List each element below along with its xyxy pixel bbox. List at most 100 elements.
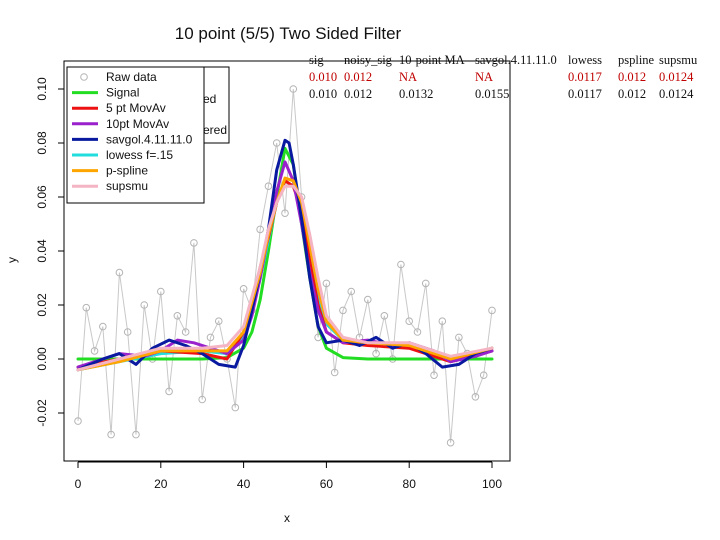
legend-entry: p-spline [72, 164, 148, 178]
raw-data-point [231, 403, 240, 412]
y-tick-label: 0.06 [35, 185, 49, 209]
table-cell: NA [399, 70, 418, 84]
raw-data-point [256, 225, 264, 234]
raw-data-point [455, 333, 463, 342]
raw-data-point [430, 371, 438, 380]
table-header-cell: savgol.4.11.11.0 [475, 53, 557, 67]
table-cell: 0.012 [344, 87, 373, 101]
x-tick-label: 100 [482, 477, 502, 491]
raw-data-point [339, 306, 347, 315]
table-header-cell: lowess [568, 53, 603, 67]
raw-data-point [74, 417, 82, 425]
raw-data-point [380, 312, 389, 320]
table-header-cell: supsmu [659, 53, 698, 67]
raw-data-point [488, 306, 496, 315]
table-cell: 0.0117 [568, 70, 602, 84]
x-tick-label: 80 [403, 477, 417, 491]
x-tick-label: 40 [237, 477, 251, 491]
raw-data-point [372, 349, 380, 358]
raw-data-point [239, 285, 248, 293]
y-tick-label: 0.10 [35, 77, 49, 101]
y-tick-label: 0.00 [35, 347, 49, 371]
raw-data-point [272, 139, 281, 147]
table-cell: 0.012 [618, 87, 647, 101]
legend-entry: savgol.4.11.11.0 [72, 132, 193, 146]
raw-data-point [82, 303, 91, 312]
y-axis: -0.02 0.00 0.02 0.04 0.06 0.08 0.10 [35, 77, 65, 427]
raw-data-point [446, 438, 455, 447]
raw-data-point [322, 279, 331, 288]
raw-data-point [438, 317, 447, 326]
y-tick-label: 0.04 [35, 239, 49, 263]
raw-data-point [99, 322, 107, 331]
raw-data-line [77, 88, 493, 443]
table-header-cell: 10-point MA [399, 53, 465, 67]
legend-swatch [80, 73, 88, 81]
legend-box [66, 66, 205, 204]
table-cell: 0.0155 [475, 87, 510, 101]
raw-data-point [157, 287, 165, 296]
table-cell: 0.012 [618, 70, 647, 84]
raw-data-point [206, 333, 215, 342]
table-header-cell: pspline [618, 53, 655, 67]
raw-data-point [214, 317, 223, 326]
x-axis: 0 20 40 60 80 100 [75, 461, 502, 491]
legend-label: p-spline [106, 164, 148, 178]
raw-data-point [364, 295, 372, 304]
table-cell: 0.0132 [399, 87, 434, 101]
series-supsmu-line [76, 184, 494, 372]
raw-data-point [165, 387, 173, 396]
legend-label: 5 pt MovAv [106, 101, 166, 115]
raw-data-point [479, 371, 488, 380]
raw-data-layer [74, 85, 496, 447]
legend-label: Raw data [106, 70, 157, 84]
raw-data-point [281, 209, 289, 217]
table-header-cell: sig [309, 53, 324, 67]
table-header-cell: noisy_sig [344, 53, 392, 67]
raw-data-point [90, 347, 99, 355]
raw-data-point [115, 268, 124, 277]
raw-data-point [132, 430, 140, 439]
raw-data-point [107, 430, 115, 439]
legend-label: savgol.4.11.11.0 [106, 132, 193, 146]
raw-data-point [264, 182, 273, 190]
legend-entry: Raw data [80, 70, 157, 84]
legend-label: Signal [106, 86, 139, 100]
raw-data-point [173, 312, 182, 320]
legend-back-fragment-1: ed [203, 92, 216, 106]
legend-label: lowess f=.15 [106, 148, 173, 162]
legend-entry: lowess f=.15 [72, 148, 173, 162]
table-cell: 0.012 [344, 70, 373, 84]
y-tick-label: -0.02 [35, 399, 49, 427]
x-tick-label: 0 [75, 477, 82, 491]
y-axis-label: y [5, 257, 19, 263]
raw-data-point [198, 395, 206, 404]
legend-label: 10pt MovAv [106, 117, 169, 131]
raw-data-point [421, 279, 430, 288]
table-cell: 0.0124 [659, 70, 694, 84]
series-layer [76, 138, 494, 372]
raw-data-point [471, 393, 480, 401]
raw-data-point [289, 85, 298, 93]
table-cell: 0.010 [309, 70, 338, 84]
raw-data-point [140, 301, 149, 309]
legend-back-fragment-2: ered [203, 123, 227, 137]
raw-data-point [397, 260, 405, 269]
raw-data-point [181, 328, 190, 336]
raw-data-point [413, 328, 422, 336]
table-cell: 0.0124 [659, 87, 694, 101]
raw-data-point [123, 328, 132, 336]
legend-entry: Signal [72, 86, 139, 100]
legend-entry: 5 pt MovAv [72, 101, 166, 115]
x-axis-label: x [284, 511, 290, 525]
legend-label: supsmu [106, 179, 148, 193]
legend-entry: 10pt MovAv [72, 117, 169, 131]
y-tick-label: 0.02 [35, 293, 49, 317]
raw-data-point [190, 239, 198, 247]
x-tick-label: 60 [320, 477, 334, 491]
x-tick-label: 20 [154, 477, 168, 491]
legend-entry: supsmu [72, 179, 148, 193]
